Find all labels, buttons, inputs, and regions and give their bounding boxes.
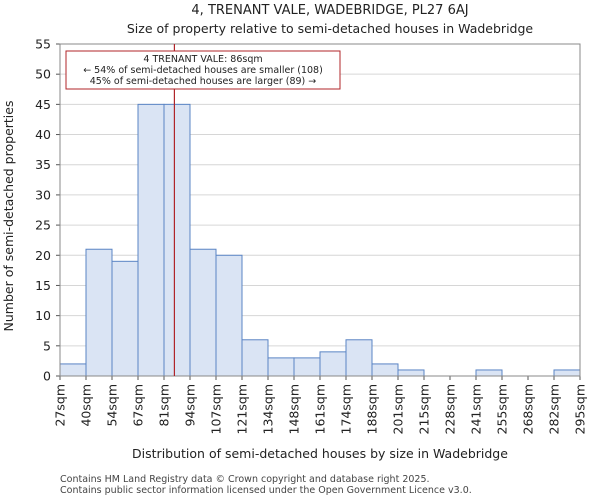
bar xyxy=(137,103,165,377)
annotation-frame xyxy=(65,50,341,90)
x-tick-label: 81sqm xyxy=(157,384,172,427)
bar xyxy=(345,339,373,377)
chart-title: 4, TRENANT VALE, WADEBRIDGE, PL27 6AJ xyxy=(191,3,468,18)
annotation-smaller: ← 54% of semi-detached houses are smalle… xyxy=(83,65,323,76)
x-tick-label: 40sqm xyxy=(79,384,94,427)
bar xyxy=(163,103,191,377)
x-tick-label: 27sqm xyxy=(53,384,68,427)
footer-licence: Contains public sector information licen… xyxy=(60,485,472,496)
x-tick-label: 67sqm xyxy=(131,384,146,427)
y-tick-label: 45 xyxy=(35,97,51,112)
bar xyxy=(189,248,217,377)
x-tick-label: 228sqm xyxy=(443,384,458,434)
x-tick-label: 188sqm xyxy=(365,384,380,434)
y-tick-label: 5 xyxy=(43,338,51,353)
bar xyxy=(319,351,347,377)
chart-subtitle: Size of property relative to semi-detach… xyxy=(127,21,534,36)
y-tick-label: 40 xyxy=(35,127,51,142)
x-tick-label: 161sqm xyxy=(313,384,328,434)
footer-copyright: Contains HM Land Registry data © Crown c… xyxy=(60,474,430,485)
x-tick-label: 268sqm xyxy=(521,384,536,434)
y-axis-ticks: 0 5 10 15 20 25 30 35 40 45 50 55 xyxy=(35,37,60,384)
bar xyxy=(241,339,269,377)
y-tick-label: 0 xyxy=(43,369,51,384)
y-tick-label: 50 xyxy=(35,67,51,82)
annotation-box: 4 TRENANT VALE: 86sqm ← 54% of semi-deta… xyxy=(65,50,341,90)
bars xyxy=(59,103,581,377)
x-tick-label: 241sqm xyxy=(469,384,484,434)
x-tick-label: 215sqm xyxy=(417,384,432,434)
x-tick-label: 255sqm xyxy=(495,384,510,434)
bar xyxy=(371,363,399,377)
bar xyxy=(215,254,243,377)
x-tick-label: 282sqm xyxy=(547,384,562,434)
bar xyxy=(553,369,581,377)
x-tick-label: 148sqm xyxy=(287,384,302,434)
bar xyxy=(85,248,113,377)
bar xyxy=(293,357,321,377)
y-tick-label: 55 xyxy=(35,37,51,52)
x-axis-ticks: 27sqm 40sqm 54sqm 67sqm 81sqm 94sqm 107sqm 121s… xyxy=(53,376,588,434)
plot-frame xyxy=(59,43,581,377)
bar xyxy=(59,363,87,377)
bar xyxy=(111,260,139,377)
y-tick-label: 25 xyxy=(35,218,51,233)
y-tick-label: 35 xyxy=(35,157,51,172)
x-tick-label: 174sqm xyxy=(339,384,354,434)
annotation-title: 4 TRENANT VALE: 86sqm xyxy=(143,54,262,65)
x-tick-label: 121sqm xyxy=(235,384,250,434)
bar xyxy=(267,357,295,377)
x-tick-label: 295sqm xyxy=(573,384,588,434)
y-axis-label: Number of semi-detached properties xyxy=(1,101,16,332)
annotation-larger: 45% of semi-detached houses are larger (… xyxy=(90,76,317,87)
bar xyxy=(475,369,503,377)
x-tick-label: 54sqm xyxy=(105,384,120,427)
x-tick-label: 201sqm xyxy=(391,384,406,434)
y-tick-label: 15 xyxy=(35,278,51,293)
x-axis-label: Distribution of semi-detached houses by … xyxy=(132,446,508,461)
x-tick-label: 94sqm xyxy=(183,384,198,427)
y-tick-label: 10 xyxy=(35,308,51,323)
bar xyxy=(397,369,425,377)
x-tick-label: 134sqm xyxy=(261,384,276,434)
y-tick-label: 30 xyxy=(35,187,51,202)
y-tick-label: 20 xyxy=(35,248,51,263)
x-tick-label: 107sqm xyxy=(209,384,224,434)
